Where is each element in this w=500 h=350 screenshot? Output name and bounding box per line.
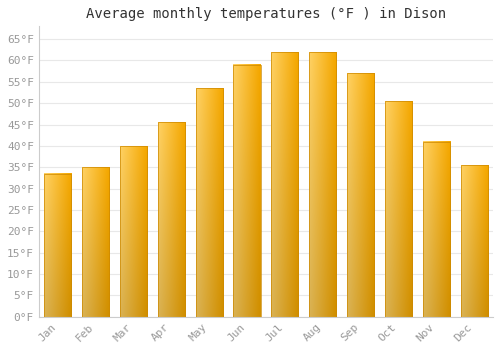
Bar	[422, 142, 450, 317]
Bar	[82, 167, 109, 317]
Title: Average monthly temperatures (°F ) in Dison: Average monthly temperatures (°F ) in Di…	[86, 7, 446, 21]
Bar	[234, 65, 260, 317]
Bar	[385, 101, 412, 317]
Bar	[347, 73, 374, 317]
Bar	[196, 88, 223, 317]
Bar	[309, 52, 336, 317]
Bar	[120, 146, 147, 317]
Bar	[271, 52, 298, 317]
Bar	[460, 165, 488, 317]
Bar	[44, 174, 72, 317]
Bar	[158, 122, 185, 317]
